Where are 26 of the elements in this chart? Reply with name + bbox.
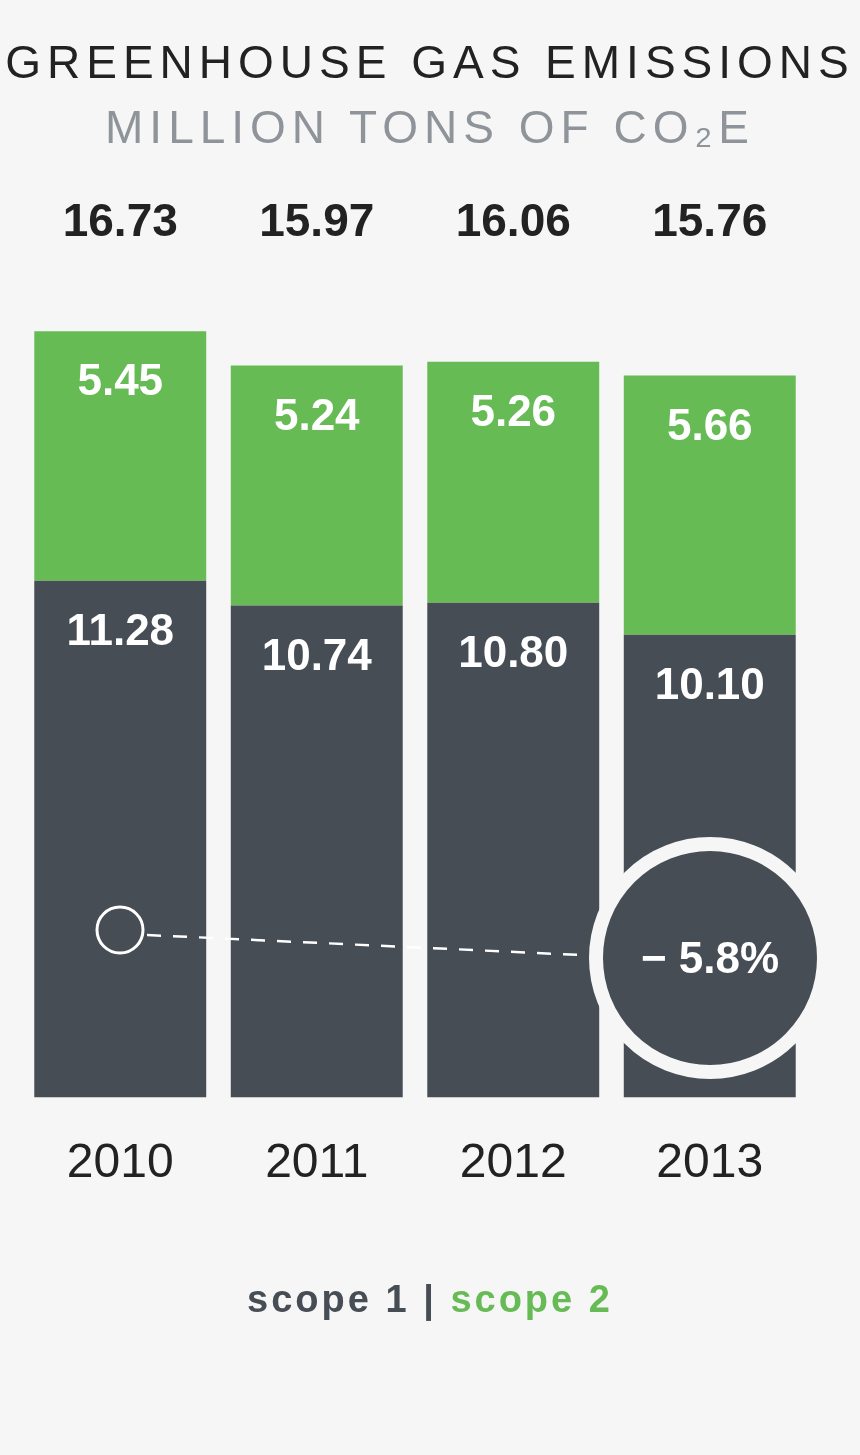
total-label: 16.73 <box>62 193 178 246</box>
data-label: 5.24 <box>273 389 361 439</box>
chart-subtitle: MILLION TONS OF CO₂E <box>104 100 756 154</box>
total-label: 15.76 <box>652 193 768 246</box>
bar <box>34 580 207 1098</box>
x-tick-label: 2010 <box>66 1134 174 1188</box>
x-tick-label: 2013 <box>656 1134 764 1188</box>
data-label: 5.45 <box>77 355 164 405</box>
text: scope 2 <box>450 1278 613 1320</box>
x-tick-label: 2012 <box>459 1134 567 1188</box>
bar <box>230 365 403 606</box>
data-label: 11.28 <box>66 604 175 654</box>
bar <box>623 375 796 635</box>
chart-title: GREENHOUSE GAS EMISSIONS <box>4 35 856 89</box>
text: | <box>422 1278 438 1320</box>
x-tick-label: 2011 <box>265 1134 369 1188</box>
data-label: 10.74 <box>261 629 373 679</box>
data-label: 10.80 <box>458 626 569 676</box>
data-label: 10.10 <box>654 658 765 708</box>
data-label: 5.26 <box>470 385 557 435</box>
bar <box>427 361 600 603</box>
bar <box>34 331 207 581</box>
data-label: 5.66 <box>666 399 753 449</box>
total-label: 16.06 <box>455 193 571 246</box>
text: scope 1 <box>247 1278 410 1320</box>
total-label: 15.97 <box>259 193 375 246</box>
